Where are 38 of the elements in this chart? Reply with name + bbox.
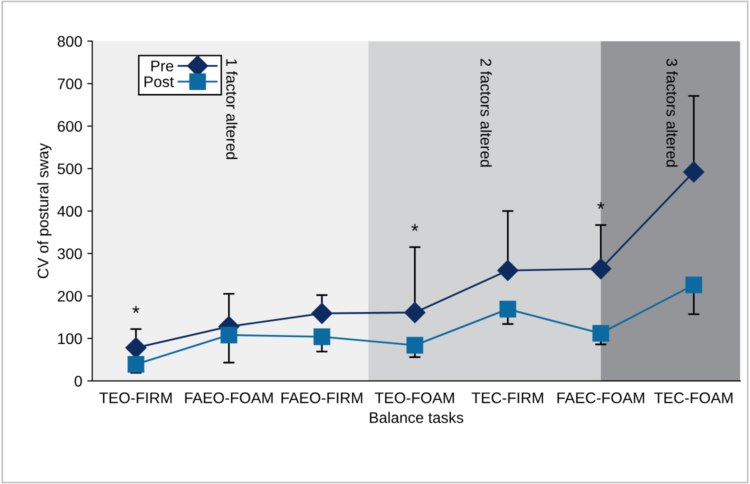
y-tick-label: 0 [74, 376, 82, 387]
y-tick-label: 500 [58, 163, 82, 174]
x-tick-label: FAEO-FIRM [282, 392, 362, 404]
y-tick-label: 100 [58, 333, 82, 344]
annotation: * [132, 306, 140, 313]
y-tick-label: 400 [57, 206, 82, 217]
point [497, 260, 518, 281]
point [220, 326, 238, 344]
x-tick-label: FAEC-FOAM [557, 392, 644, 404]
x-axis-title: Balance tasks [370, 412, 464, 424]
annotation: * [597, 202, 604, 209]
band-label: 1 factor altered [226, 59, 238, 160]
y-tick-label: 300 [58, 248, 82, 260]
point [590, 258, 612, 280]
legend-label: Post [144, 76, 174, 88]
point [128, 356, 144, 373]
y-tick-label: 800 [58, 36, 82, 47]
y-tick-label: 700 [58, 78, 82, 90]
y-tick-label: 600 [58, 120, 82, 132]
point [499, 300, 516, 318]
point [404, 302, 426, 324]
point [683, 161, 704, 182]
point [592, 325, 610, 342]
point [314, 328, 330, 346]
x-tick-label: TEO-FIRM [99, 392, 172, 404]
band-label: 3 factors altered [666, 58, 678, 167]
legend-label: Pre [151, 60, 174, 72]
y-tick-label: 200 [58, 290, 82, 302]
point [406, 336, 424, 354]
band-label: 2 factors altered [480, 58, 492, 167]
y-axis-title: CV of postural sway [37, 143, 52, 278]
annotation: * [411, 224, 418, 231]
x-tick-label: TEC-FOAM [654, 392, 732, 404]
x-tick-label: FAEO-FOAM [185, 392, 273, 404]
point [685, 276, 702, 294]
x-tick-label: TEO-FOAM [374, 392, 454, 404]
x-tick-label: TEC-FIRM [472, 392, 544, 404]
point [311, 302, 332, 324]
